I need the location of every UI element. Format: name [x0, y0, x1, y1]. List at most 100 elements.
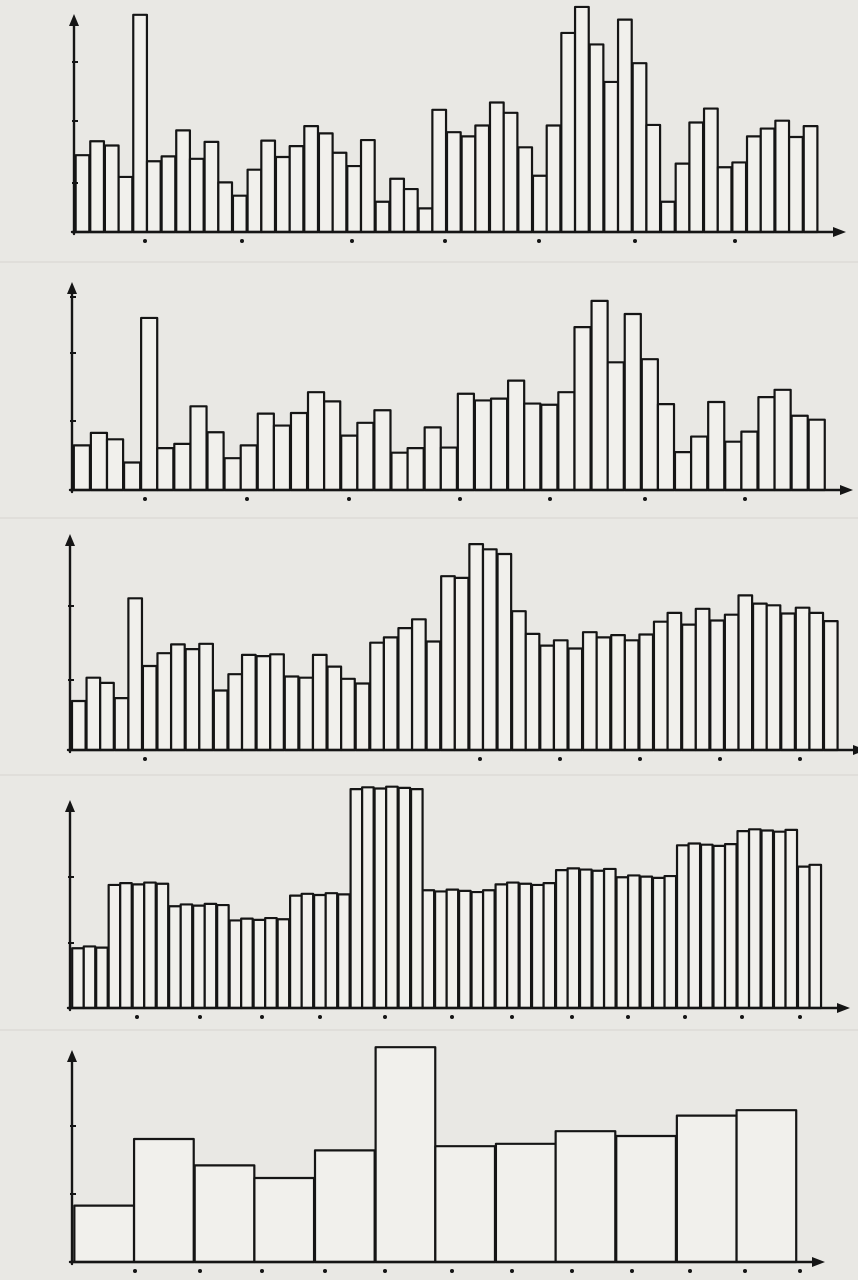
bar: [240, 917, 254, 1010]
bar: [192, 904, 206, 1010]
bar: [317, 132, 334, 234]
bar: [502, 111, 519, 234]
bar: [460, 135, 477, 234]
bar: [300, 892, 315, 1010]
bar: [506, 379, 526, 492]
bar: [765, 604, 782, 752]
bar: [675, 844, 690, 1010]
bar: [567, 647, 584, 752]
bar: [85, 676, 102, 752]
bar: [89, 140, 106, 234]
bar: [283, 675, 300, 752]
x-tick-dot: [458, 497, 462, 501]
x-tick-dot: [548, 497, 552, 501]
bar: [140, 316, 159, 492]
bar: [193, 1164, 256, 1264]
x-tick-dot: [318, 1015, 322, 1019]
x-tick-dot: [443, 239, 447, 243]
bar: [269, 653, 285, 752]
x-tick-dot: [570, 1269, 574, 1273]
bar: [272, 424, 292, 492]
bar: [626, 874, 641, 1010]
x-tick-dot: [350, 239, 354, 243]
bar: [276, 918, 291, 1010]
bar: [808, 863, 823, 1010]
bar: [390, 451, 409, 492]
bar: [131, 883, 146, 1010]
bar: [659, 200, 676, 234]
bar: [107, 883, 122, 1010]
bar: [70, 699, 87, 752]
x-tick-dot: [798, 757, 802, 761]
bar: [445, 888, 460, 1010]
bar: [228, 919, 243, 1010]
bar: [421, 889, 436, 1010]
bar: [143, 881, 157, 1010]
bar: [340, 434, 359, 492]
bar: [623, 312, 642, 492]
bar: [615, 876, 630, 1010]
x-tick-dot: [718, 757, 722, 761]
bar: [227, 673, 244, 752]
bar: [453, 576, 470, 752]
bar: [675, 1114, 738, 1264]
bar: [239, 444, 258, 492]
bar: [288, 145, 305, 234]
bar: [198, 642, 214, 752]
bar: [610, 633, 626, 752]
bar: [552, 639, 569, 752]
bar: [361, 786, 375, 1010]
bar: [349, 787, 364, 1010]
bar: [82, 945, 97, 1010]
bar: [772, 830, 787, 1010]
bar: [132, 1137, 195, 1264]
bar: [206, 431, 225, 492]
bar: [423, 426, 442, 492]
bar: [663, 874, 678, 1010]
bar: [382, 636, 399, 752]
bar: [406, 447, 425, 492]
bar: [639, 875, 654, 1010]
bar: [573, 326, 592, 492]
bar: [595, 636, 612, 752]
bar: [311, 653, 328, 752]
bar: [397, 786, 412, 1010]
bar: [374, 200, 391, 234]
bar: [340, 677, 356, 752]
bar: [602, 867, 617, 1010]
bar: [794, 606, 811, 752]
bar: [253, 1176, 316, 1264]
x-tick-dot: [450, 1269, 454, 1273]
x-tick-dot: [683, 1015, 687, 1019]
x-tick-dot: [133, 1269, 137, 1273]
bar: [313, 893, 327, 1010]
bar: [385, 785, 399, 1010]
bar: [156, 447, 175, 492]
bar: [731, 161, 748, 234]
bar: [256, 412, 275, 492]
x-tick-dot: [143, 497, 147, 501]
bar: [373, 787, 388, 1010]
bar: [787, 135, 804, 234]
bar: [260, 139, 277, 234]
bar: [231, 194, 248, 234]
bar: [796, 865, 811, 1010]
bar: [212, 689, 229, 752]
bar: [591, 869, 606, 1010]
bar: [581, 631, 598, 752]
bar: [530, 883, 545, 1010]
bar: [456, 392, 476, 492]
bar: [673, 451, 693, 492]
x-tick-dot: [626, 1015, 630, 1019]
bar: [736, 829, 751, 1010]
bar: [531, 174, 548, 234]
x-tick-dot: [198, 1269, 202, 1273]
bar: [127, 597, 144, 752]
y-axis-arrowhead: [67, 1050, 77, 1062]
x-tick-dot: [638, 757, 642, 761]
bar: [481, 548, 498, 752]
bar: [468, 542, 485, 752]
bar: [545, 124, 562, 234]
bar: [542, 882, 557, 1010]
